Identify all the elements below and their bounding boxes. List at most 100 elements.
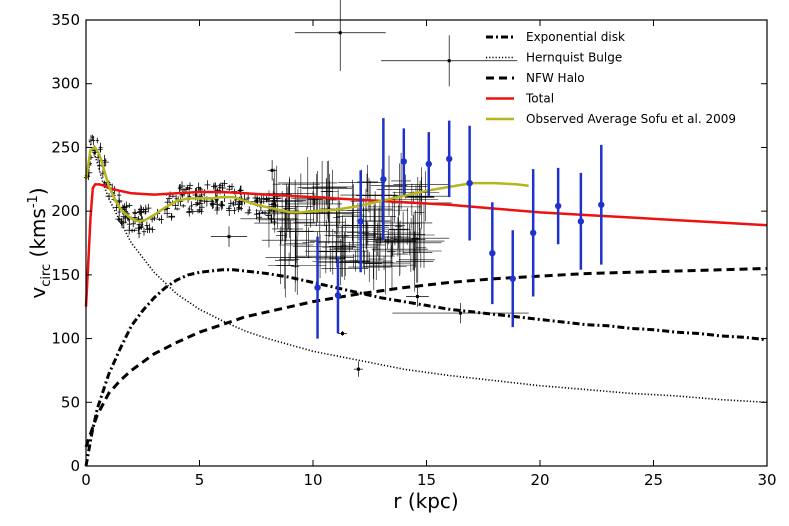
x-tick-label: 20 — [530, 471, 549, 489]
observed-cloud-point — [232, 207, 237, 215]
observed-outlier-point — [392, 302, 529, 324]
legend-entry: Observed Average Sofu et al. 2009 — [486, 112, 736, 126]
observed-cloud-point — [90, 134, 95, 140]
observed-cloud-point — [375, 236, 400, 249]
observed-cloud-point — [180, 204, 186, 208]
observed-cloud-point — [295, 173, 337, 227]
observed-cloud-point — [371, 222, 428, 277]
blue-data-point — [598, 144, 605, 265]
observed-cloud-point — [380, 230, 442, 272]
observed-cloud-point — [225, 205, 233, 217]
observed-cloud-point — [321, 241, 378, 253]
observed-cloud-point — [265, 211, 271, 219]
observed-cloud-point — [358, 222, 398, 256]
observed-cloud-point — [164, 199, 171, 206]
observed-cloud-point — [170, 194, 176, 198]
blue-data-point — [577, 172, 585, 270]
observed-cloud-point — [298, 242, 354, 274]
series-line-nfw-halo — [84, 267, 768, 448]
observed-cloud-point — [297, 160, 347, 215]
observed-cloud-point — [302, 227, 315, 259]
observed-cloud-point — [403, 222, 433, 283]
observed-cloud-point — [279, 202, 295, 238]
observed-cloud-point — [317, 234, 361, 251]
observed-cloud-point — [130, 220, 136, 228]
observed-cloud-point — [185, 185, 190, 190]
observed-cloud-point — [119, 218, 124, 226]
observed-cloud-point — [309, 225, 343, 258]
observed-cloud-point — [389, 223, 450, 254]
observed-cloud-point — [235, 201, 242, 208]
blue-data-point — [357, 170, 364, 273]
blue-data-point — [314, 236, 321, 339]
observed-cloud-point — [296, 234, 344, 279]
x-tick-label: 10 — [303, 471, 322, 489]
observed-cloud-point — [174, 207, 181, 211]
observed-cloud-point — [130, 228, 134, 233]
y-axis-title: vcirc (kms-1) — [26, 187, 54, 298]
observed-cloud-point — [308, 193, 322, 206]
blue-data-point — [489, 202, 496, 305]
observed-cloud-point — [343, 210, 406, 241]
observed-cloud-point — [364, 238, 407, 295]
observed-cloud-point — [98, 142, 103, 153]
blue-data-point — [334, 257, 342, 334]
observed-cloud-point — [186, 182, 194, 189]
observed-cloud-point — [262, 198, 308, 230]
observed-cloud-point — [146, 223, 153, 234]
observed-cloud-point — [178, 181, 186, 191]
blue-data-point — [446, 120, 453, 198]
observed-cloud-point — [144, 221, 149, 230]
observed-cloud-point — [102, 158, 109, 166]
observed-outlier-point — [294, 0, 386, 71]
y-tick-label: 200 — [51, 202, 80, 220]
observed-cloud-point — [253, 208, 260, 220]
observed-cloud-point — [221, 179, 228, 187]
observed-cloud-point — [364, 248, 383, 280]
observed-cloud-point — [231, 200, 236, 205]
observed-cloud-point — [365, 215, 417, 268]
legend-label: NFW Halo — [526, 71, 585, 85]
observed-cloud-point — [194, 209, 202, 214]
observed-cloud-point — [126, 202, 133, 209]
observed-cloud-point — [254, 208, 316, 238]
observed-cloud-point — [401, 234, 414, 245]
observed-cloud-point — [403, 171, 449, 222]
observed-cloud-point — [210, 183, 217, 190]
observed-cloud-point — [145, 203, 152, 213]
observed-outlier-point — [210, 226, 248, 247]
observed-cloud-point — [357, 256, 411, 271]
observed-cloud-point — [283, 179, 296, 239]
observed-cloud-point — [315, 245, 345, 272]
blue-data-point — [509, 230, 516, 328]
observed-cloud-point — [370, 155, 408, 216]
observed-cloud-point — [340, 231, 348, 259]
observed-cloud-point — [367, 229, 410, 245]
observed-cloud-point — [318, 200, 362, 225]
y-tick-label: 250 — [51, 138, 80, 156]
legend-entry: Exponential disk — [486, 30, 625, 44]
observed-cloud-point — [187, 207, 191, 211]
observed-cloud-point — [255, 193, 300, 229]
observed-cloud-point — [125, 225, 133, 235]
blue-data-point — [529, 169, 537, 297]
y-axis-title-sup: -1 — [26, 195, 41, 208]
y-axis-title-units: (kms — [26, 208, 50, 264]
observed-cloud-point — [398, 236, 435, 283]
observed-cloud-point — [131, 228, 138, 232]
y-tick-label: 50 — [61, 393, 80, 411]
observed-cloud-point — [262, 210, 268, 215]
observed-cloud-point — [210, 200, 217, 209]
series-line-total — [84, 183, 768, 307]
observed-outlier-point — [406, 286, 429, 307]
x-tick-label: 0 — [81, 471, 91, 489]
observed-cloud-point — [369, 241, 415, 289]
observed-cloud-point — [159, 215, 164, 224]
x-tick-label: 25 — [644, 471, 663, 489]
observed-cloud-point — [190, 208, 195, 215]
legend-label: Total — [525, 92, 554, 106]
observed-cloud-point — [199, 203, 205, 211]
observed-cloud-point — [215, 200, 220, 210]
observed-cloud-point — [329, 215, 357, 277]
